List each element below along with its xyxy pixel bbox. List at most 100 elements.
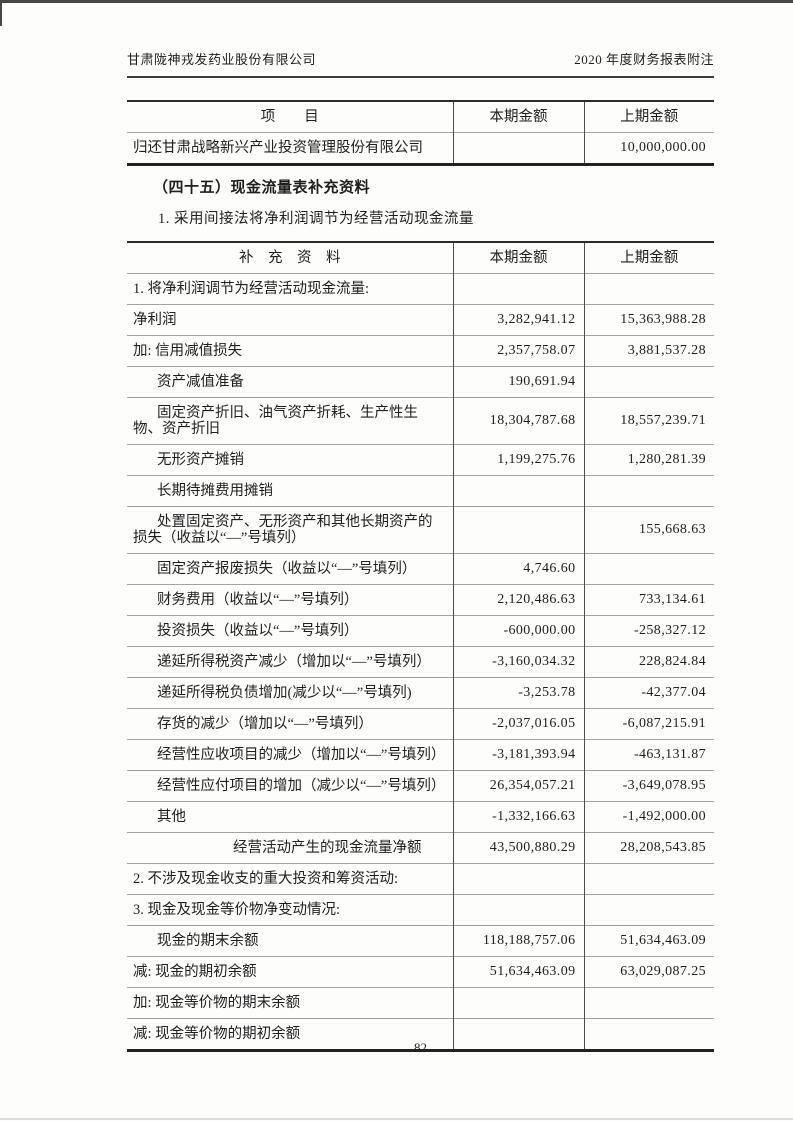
row-label: 固定资产折旧、油气资产折耗、生产性生物、资产折旧 (133, 405, 418, 437)
row-current-value: -3,160,034.32 (452, 646, 584, 678)
row-current-value: 1,199,275.76 (452, 444, 584, 476)
table-row: 固定资产折旧、油气资产折耗、生产性生物、资产折旧 18,304,787.68 18,… (127, 397, 714, 445)
row-current-value: -3,181,393.94 (452, 739, 584, 771)
row-current-value (452, 475, 584, 507)
row-current-value: -600,000.00 (452, 615, 584, 647)
row-label: 经营活动产生的现金流量净额 (233, 840, 422, 856)
table-row: 减: 现金的期初余额 51,634,463.09 63,029,087.25 (127, 956, 714, 988)
table-row: 固定资产报废损失（收益以“—”号填列） 4,746.60 (127, 553, 714, 585)
section-subheading: 1. 采用间接法将净利润调节为经营活动现金流量 (158, 211, 474, 227)
row-current-value: 43,500,880.29 (452, 832, 584, 864)
row-prior-value: 18,557,239.71 (583, 397, 714, 445)
scan-edge-left (0, 0, 2, 26)
table-row: 长期待摊费用摊销 (127, 475, 714, 507)
table-row: 1. 将净利润调节为经营活动现金流量: (127, 273, 714, 305)
row-label: 减: 现金等价物的期初余额 (133, 1026, 301, 1042)
table-row: 2. 不涉及现金收支的重大投资和筹资活动: (127, 863, 714, 895)
row-prior-value: 155,668.63 (583, 506, 714, 554)
row-label: 1. 将净利润调节为经营活动现金流量: (133, 281, 370, 297)
row-prior-value: -6,087,215.91 (583, 708, 714, 740)
row-current-value: 118,188,757.06 (452, 925, 584, 957)
row-current-value (452, 132, 584, 165)
row-current-value: -1,332,166.63 (452, 801, 584, 833)
column-header-prior: 上期金额 (583, 101, 714, 133)
row-prior-value (583, 366, 714, 398)
row-prior-value: 3,881,537.28 (583, 335, 714, 367)
table-row: 无形资产摊销 1,199,275.76 1,280,281.39 (127, 444, 714, 476)
table-row: 资产减值准备 190,691.94 (127, 366, 714, 398)
row-label: 经营性应付项目的增加（减少以“—”号填列） (157, 778, 446, 794)
row-label: 归还甘肃战略新兴产业投资管理股份有限公司 (133, 140, 423, 156)
row-label: 资产减值准备 (157, 374, 244, 390)
page-number: 82 (414, 1040, 427, 1055)
row-prior-value: -42,377.04 (583, 677, 714, 709)
row-current-value (452, 987, 584, 1019)
row-label: 2. 不涉及现金收支的重大投资和筹资活动: (133, 871, 399, 887)
row-current-value: 4,746.60 (452, 553, 584, 585)
scan-edge-top (0, 0, 793, 3)
row-label: 其他 (157, 809, 186, 825)
table-row: 经营活动产生的现金流量净额 43,500,880.29 28,208,543.85 (127, 832, 714, 864)
column-header-prior: 上期金额 (583, 242, 714, 274)
row-prior-value (583, 894, 714, 926)
row-prior-value: 1,280,281.39 (583, 444, 714, 476)
table-row: 投资损失（收益以“—”号填列） -600,000.00 -258,327.12 (127, 615, 714, 647)
row-label: 递延所得税负债增加(减少以“—”号填列) (157, 685, 412, 701)
row-current-value: 51,634,463.09 (452, 956, 584, 988)
row-label: 现金的期末余额 (157, 933, 259, 949)
row-current-value: 18,304,787.68 (452, 397, 584, 445)
row-current-value: 2,120,486.63 (452, 584, 584, 616)
row-label: 无形资产摊销 (157, 452, 244, 468)
table-header-row: 项 目 本期金额 上期金额 (127, 101, 714, 133)
row-label: 处置固定资产、无形资产和其他长期资产的损失（收益以“—”号填列） (133, 514, 433, 546)
row-prior-value (583, 1018, 714, 1051)
row-current-value (452, 1018, 584, 1051)
table-header-row: 补 充 资 料 本期金额 上期金额 (127, 242, 714, 274)
company-name: 甘肃陇神戎发药业股份有限公司 (127, 52, 317, 67)
table-row: 减: 现金等价物的期初余额 (127, 1018, 714, 1051)
table-row: 存货的减少（增加以“—”号填列） -2,037,016.05 -6,087,215.… (127, 708, 714, 740)
column-header-item: 项 目 (260, 109, 319, 125)
row-prior-value: 28,208,543.85 (583, 832, 714, 864)
row-prior-value (583, 553, 714, 585)
row-current-value (452, 506, 584, 554)
row-current-value: -2,037,016.05 (452, 708, 584, 740)
row-label: 长期待摊费用摊销 (157, 483, 273, 499)
row-prior-value: -258,327.12 (583, 615, 714, 647)
document-header: 甘肃陇神戎发药业股份有限公司 2020 年度财务报表附注 (127, 49, 714, 78)
row-prior-value: 733,134.61 (583, 584, 714, 616)
row-label: 加: 信用减值损失 (133, 343, 243, 359)
table-row: 经营性应付项目的增加（减少以“—”号填列） 26,354,057.21 -3,649… (127, 770, 714, 802)
row-label: 3. 现金及现金等价物净变动情况: (133, 902, 341, 918)
row-prior-value: 51,634,463.09 (583, 925, 714, 957)
page-content: 甘肃陇神戎发药业股份有限公司 2020 年度财务报表附注 项 目 本期金额 上期… (127, 0, 714, 1052)
row-label: 递延所得税资产减少（增加以“—”号填列） (157, 654, 431, 670)
row-current-value: 3,282,941.12 (452, 304, 584, 336)
row-prior-value (583, 863, 714, 895)
table-row: 净利润 3,282,941.12 15,363,988.28 (127, 304, 714, 336)
repayment-table: 项 目 本期金额 上期金额 归还甘肃战略新兴产业投资管理股份有限公司 10,000… (127, 100, 714, 166)
table-row: 经营性应收项目的减少（增加以“—”号填列） -3,181,393.94 -463,1… (127, 739, 714, 771)
row-prior-value: 15,363,988.28 (583, 304, 714, 336)
row-label: 固定资产报废损失（收益以“—”号填列） (157, 561, 417, 577)
row-prior-value (583, 475, 714, 507)
row-prior-value: -1,492,000.00 (583, 801, 714, 833)
row-label: 加: 现金等价物的期末余额 (133, 995, 301, 1011)
table-row: 加: 信用减值损失 2,357,758.07 3,881,537.28 (127, 335, 714, 367)
row-prior-value: 10,000,000.00 (583, 132, 714, 165)
report-title: 2020 年度财务报表附注 (574, 52, 714, 67)
row-label: 财务费用（收益以“—”号填列） (157, 592, 359, 608)
table-row: 递延所得税负债增加(减少以“—”号填列) -3,253.78 -42,377.04 (127, 677, 714, 709)
row-prior-value: 228,824.84 (583, 646, 714, 678)
row-prior-value (583, 987, 714, 1019)
row-current-value: 26,354,057.21 (452, 770, 584, 802)
row-prior-value: 63,029,087.25 (583, 956, 714, 988)
scan-edge-bottom (0, 1118, 793, 1120)
table-row: 财务费用（收益以“—”号填列） 2,120,486.63 733,134.61 (127, 584, 714, 616)
table-row: 递延所得税资产减少（增加以“—”号填列） -3,160,034.32 228,824… (127, 646, 714, 678)
table-row: 加: 现金等价物的期末余额 (127, 987, 714, 1019)
row-prior-value: -3,649,078.95 (583, 770, 714, 802)
row-label: 净利润 (133, 312, 177, 328)
section-heading: （四十五）现金流量表补充资料 (153, 180, 371, 196)
table-row: 其他 -1,332,166.63 -1,492,000.00 (127, 801, 714, 833)
